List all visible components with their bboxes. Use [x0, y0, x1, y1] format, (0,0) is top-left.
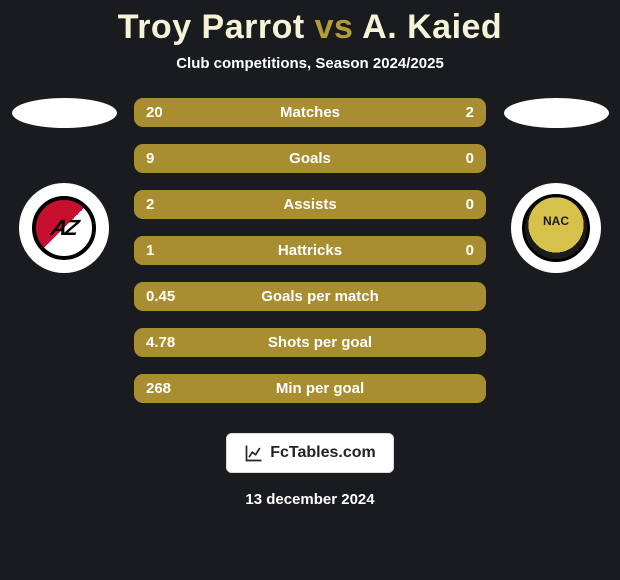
- stat-row: 0.45 Goals per match: [134, 282, 486, 311]
- brand-text: FcTables.com: [270, 444, 376, 462]
- stat-row: 268 Min per goal: [134, 374, 486, 403]
- stat-row: 1Hattricks0: [134, 236, 486, 265]
- stat-label: Matches: [186, 104, 434, 121]
- right-player-column: [496, 98, 616, 273]
- comparison-card: Troy Parrot vs A. Kaied Club competition…: [0, 0, 620, 580]
- stat-row: 9Goals0: [134, 144, 486, 173]
- stat-right-value: 0: [434, 242, 474, 259]
- nac-badge-icon: [522, 194, 590, 262]
- stat-left-value: 4.78: [146, 334, 186, 351]
- stat-label: Hattricks: [186, 242, 434, 259]
- brand-logo: FcTables.com: [226, 433, 394, 473]
- subtitle: Club competitions, Season 2024/2025: [176, 55, 444, 72]
- left-player-column: [4, 98, 124, 273]
- stat-left-value: 9: [146, 150, 186, 167]
- stat-right-value: 0: [434, 150, 474, 167]
- main-content: 20Matches29Goals02Assists01Hattricks00.4…: [0, 98, 620, 403]
- stat-label: Goals per match: [206, 288, 434, 305]
- player2-name: A. Kaied: [362, 8, 502, 46]
- stat-left-value: 268: [146, 380, 186, 397]
- player1-silhouette: [12, 98, 117, 128]
- player1-club-badge: [19, 183, 109, 273]
- card-date: 13 december 2024: [245, 491, 374, 508]
- stat-row: 20Matches2: [134, 98, 486, 127]
- stat-row: 2Assists0: [134, 190, 486, 219]
- card-title: Troy Parrot vs A. Kaied: [118, 8, 502, 47]
- stats-column: 20Matches29Goals02Assists01Hattricks00.4…: [134, 98, 486, 403]
- vs-separator: vs: [315, 8, 354, 46]
- stat-right-value: 2: [434, 104, 474, 121]
- stat-label: Min per goal: [206, 380, 434, 397]
- stat-row: 4.78 Shots per goal: [134, 328, 486, 357]
- stat-right-value: 0: [434, 196, 474, 213]
- player1-name: Troy Parrot: [118, 8, 305, 46]
- stat-left-value: 0.45: [146, 288, 186, 305]
- stat-left-value: 20: [146, 104, 186, 121]
- player2-silhouette: [504, 98, 609, 128]
- az-badge-icon: [32, 196, 96, 260]
- stat-label: Goals: [186, 150, 434, 167]
- chart-icon: [244, 443, 264, 463]
- stat-label: Shots per goal: [206, 334, 434, 351]
- stat-left-value: 2: [146, 196, 186, 213]
- stat-left-value: 1: [146, 242, 186, 259]
- player2-club-badge: [511, 183, 601, 273]
- stat-label: Assists: [186, 196, 434, 213]
